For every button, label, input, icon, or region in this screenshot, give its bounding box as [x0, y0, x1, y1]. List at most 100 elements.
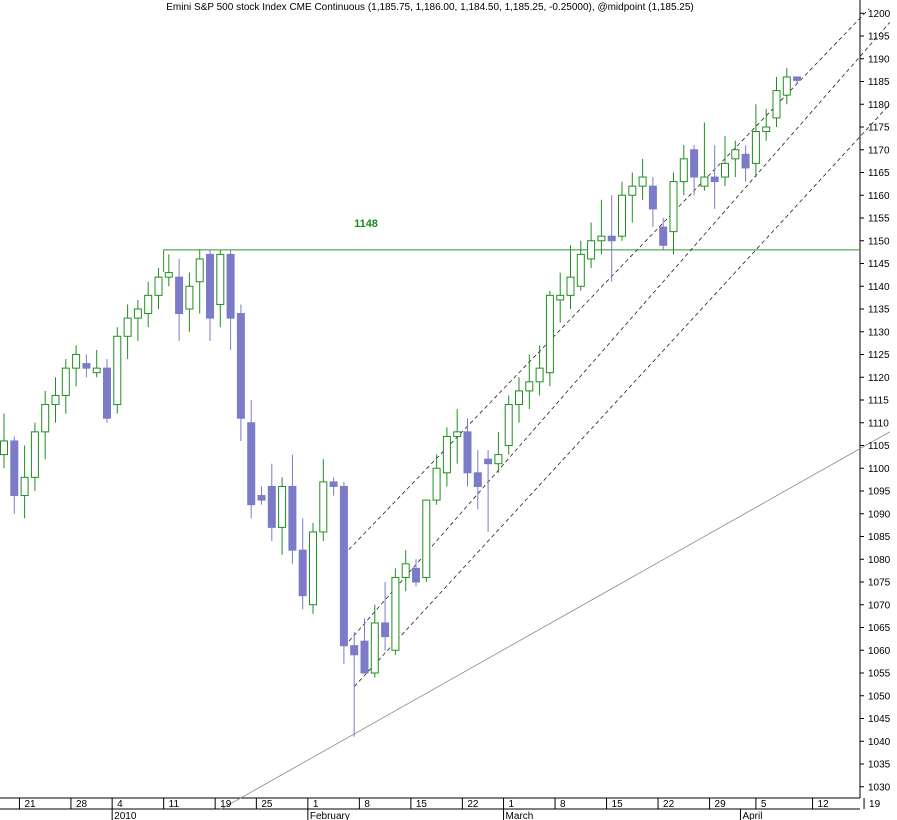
candle-body: [92, 367, 101, 374]
y-tick-label: 1195: [868, 32, 890, 43]
candle-body: [319, 481, 328, 533]
annotation-lines: [163, 8, 891, 810]
candle-body: [710, 176, 719, 183]
candle-body: [566, 276, 575, 296]
candle-body: [576, 253, 585, 287]
y-tick-label: 1115: [868, 396, 889, 407]
candle-body: [525, 381, 534, 392]
candle-body: [690, 149, 699, 178]
x-month-label: February: [310, 811, 350, 820]
y-tick-label: 1065: [868, 623, 891, 634]
candle-body: [700, 176, 709, 187]
y-tick-label: 1085: [868, 532, 891, 543]
candle-body: [175, 276, 184, 315]
x-tick-label: 12: [818, 799, 830, 810]
x-month-label: 2010: [114, 811, 137, 820]
candle-body: [741, 153, 750, 169]
candle-body: [370, 622, 379, 674]
candle-body: [751, 131, 760, 164]
candle-body: [422, 499, 431, 578]
candle-body: [41, 404, 50, 433]
x-tick-label: 25: [261, 799, 273, 810]
y-tick-label: 1135: [868, 305, 890, 316]
candle-body: [236, 313, 245, 419]
candle-body: [267, 485, 276, 528]
candle-body: [453, 431, 462, 437]
candle-body: [515, 390, 523, 406]
candle-body: [638, 176, 647, 187]
y-tick-label: 1060: [868, 646, 891, 657]
y-tick-label: 1170: [868, 145, 890, 156]
x-tick-label: 1: [509, 799, 515, 810]
x-tick-label: 8: [560, 799, 566, 810]
candle-body: [133, 308, 142, 319]
y-tick-label: 1160: [868, 191, 890, 202]
y-tick-label: 1200: [868, 9, 891, 20]
y-tick-label: 1175: [868, 123, 890, 134]
candles: [0, 67, 802, 737]
y-tick-label: 1150: [868, 236, 890, 247]
candle-body: [607, 235, 616, 242]
level-line: [163, 249, 860, 272]
candle-body: [206, 253, 214, 319]
candle-body: [10, 440, 19, 497]
y-tick-label: 1155: [868, 214, 890, 225]
candle-body: [61, 367, 70, 396]
x-tick-label: 21: [24, 799, 36, 810]
x-axis: 21 28 4 11 19 25 1 8 15 22 1 8 15 22 29 5 12 19 2010 Februa…: [18, 798, 881, 820]
y-tick-label: 1095: [868, 487, 891, 498]
candle-body: [731, 149, 740, 160]
x-tick-label: 15: [612, 799, 624, 810]
y-tick-label: 1145: [868, 259, 890, 270]
candle-body: [442, 435, 451, 474]
candle-body: [412, 567, 420, 583]
candle-body: [659, 226, 668, 246]
candle-body: [360, 640, 369, 674]
candle-body: [185, 285, 194, 310]
candle-body: [545, 294, 554, 374]
candle-body: [391, 576, 400, 651]
candle-body: [504, 404, 513, 446]
candle-body: [494, 454, 503, 465]
y-tick-label: 1075: [868, 578, 891, 589]
channel-line: [343, 8, 870, 555]
trend-line: [220, 431, 890, 810]
y-tick-label: 1040: [868, 737, 891, 748]
candle-body: [350, 645, 359, 656]
x-month-label: April: [742, 811, 762, 820]
x-tick-label: 15: [416, 799, 428, 810]
candle-body: [226, 253, 235, 319]
y-tick-label: 1130: [868, 327, 890, 338]
candle-body: [484, 458, 493, 465]
y-tick-label: 1190: [868, 54, 890, 65]
candle-body: [309, 531, 317, 606]
x-tick-label: 19: [220, 799, 232, 810]
candle-body: [30, 431, 39, 478]
candle-body: [628, 185, 637, 196]
y-tick-label: 1180: [868, 100, 890, 111]
y-tick-label: 1070: [868, 600, 891, 611]
candle-body: [154, 276, 163, 296]
candle-body: [247, 422, 256, 506]
y-tick-label: 1090: [868, 509, 891, 520]
candle-body: [669, 181, 678, 233]
y-tick-label: 1185: [868, 77, 890, 88]
candle-body: [72, 354, 81, 369]
chart-title: Emini S&P 500 stock Index CME Continuous…: [166, 2, 694, 13]
y-tick-label: 1030: [868, 782, 891, 793]
y-tick-label: 1080: [868, 555, 891, 566]
candle-body: [381, 622, 390, 638]
candle-body: [772, 90, 781, 119]
x-tick-label: 4: [117, 799, 123, 810]
candle-body: [679, 158, 688, 183]
y-tick-label: 1100: [868, 464, 890, 475]
y-tick-label: 1110: [868, 418, 889, 429]
candle-body: [288, 485, 297, 551]
candle-body: [618, 194, 626, 237]
y-tick-label: 1105: [868, 441, 890, 452]
candle-body: [123, 317, 132, 337]
y-axis: 1030 1035 1040 1045 1050 1055 1060 1065 1070 1075…: [860, 9, 891, 793]
candle-body: [782, 76, 791, 96]
y-tick-label: 1050: [868, 691, 891, 702]
